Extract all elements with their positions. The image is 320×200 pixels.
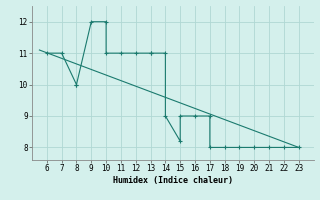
X-axis label: Humidex (Indice chaleur): Humidex (Indice chaleur) <box>113 176 233 185</box>
